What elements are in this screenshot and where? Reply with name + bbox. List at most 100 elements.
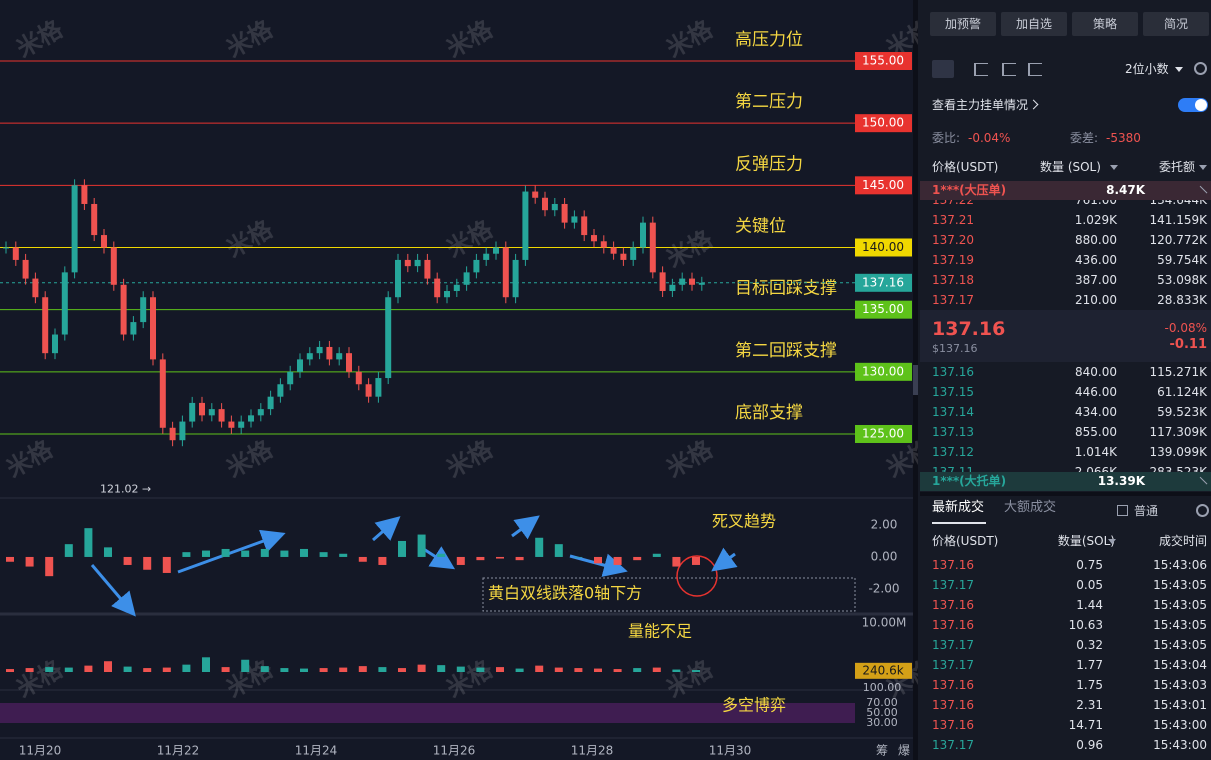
volume-bar	[496, 667, 504, 672]
trade-price: 137.17	[932, 738, 974, 752]
big-bid-qty: 13.39K	[1097, 474, 1145, 488]
decimals[interactable]: 2位小数	[1125, 62, 1169, 76]
candle	[208, 409, 215, 416]
volume-bar	[143, 668, 152, 672]
candle	[179, 421, 186, 441]
trade-qty: 1.75	[1076, 678, 1103, 692]
tab-underline	[932, 522, 986, 524]
candle	[277, 384, 284, 397]
arrow	[711, 547, 738, 572]
volume-bar	[574, 668, 583, 672]
volume-bar	[378, 667, 387, 672]
trade-time: 15:43:05	[1153, 638, 1207, 652]
chart-bg	[0, 0, 918, 760]
macd-bar	[104, 547, 112, 557]
tool-icon[interactable]	[1028, 63, 1042, 76]
candle	[336, 353, 343, 360]
tool-icon[interactable]	[974, 63, 988, 76]
big-ask-bg	[920, 181, 1211, 200]
level-tag-label: 125.00	[862, 426, 904, 440]
normal-label[interactable]: 普通	[1134, 504, 1159, 518]
volume-bar	[535, 665, 544, 672]
candle	[52, 334, 58, 354]
macd-bar	[496, 556, 504, 559]
candle	[493, 247, 499, 254]
volume-bar	[554, 667, 563, 672]
tab-active[interactable]: 最新成交	[932, 500, 985, 515]
settings-icon[interactable]	[1194, 62, 1207, 75]
candle	[630, 247, 637, 260]
volume-bar	[339, 667, 348, 672]
macd-bar	[437, 553, 446, 557]
volume-bar	[45, 667, 54, 672]
button[interactable]: 加预警	[930, 12, 996, 36]
volume-bar	[476, 667, 485, 672]
book-amount: 59.754K	[1157, 253, 1207, 267]
volume-bar	[84, 665, 93, 672]
trade-time: 15:43:04	[1153, 658, 1207, 672]
book-qty: 446.00	[1075, 385, 1117, 399]
big-bid-name: 1***(大托单)	[932, 474, 1007, 488]
current-price-tag	[855, 273, 912, 292]
level-name: 目标回踩支撑	[735, 279, 837, 299]
candle	[444, 291, 450, 298]
level-tag	[855, 362, 912, 381]
candle	[169, 427, 176, 441]
macd-bar	[64, 544, 73, 557]
button[interactable]: 加自选	[1001, 12, 1067, 36]
last-usd: $137.16	[932, 342, 978, 355]
caret	[1108, 539, 1116, 548]
x-tick-label: 11月22	[157, 744, 200, 758]
macd-bar	[221, 548, 230, 557]
annotation-box	[482, 577, 856, 612]
trade-qty: 1.44	[1076, 598, 1103, 612]
macd-bar	[456, 556, 465, 565]
trade-price: 137.16	[932, 718, 974, 732]
x-tick-label: 11月24	[295, 744, 338, 758]
candle	[414, 259, 421, 267]
checkbox[interactable]	[1117, 505, 1128, 516]
book-qty: 434.00	[1075, 405, 1117, 419]
volume-bar	[280, 668, 289, 672]
volume-bar	[358, 666, 367, 672]
caret	[1110, 165, 1118, 174]
trade-price: 137.16	[932, 698, 974, 712]
tool-icon[interactable]	[1002, 63, 1016, 76]
macd-bar	[339, 553, 348, 557]
tab[interactable]: 大额成交	[1004, 500, 1057, 515]
candle	[3, 247, 9, 249]
view-orders[interactable]: 查看主力挂单情况	[932, 98, 1029, 112]
level-tag-label: 155.00	[862, 54, 904, 68]
candle	[120, 284, 127, 335]
level-name: 关键位	[735, 216, 786, 236]
candle	[91, 203, 98, 236]
book-qty: 436.00	[1075, 253, 1117, 267]
ratio: -0.04%	[968, 131, 1011, 145]
candle	[561, 203, 568, 223]
level-name: 第二压力	[735, 92, 803, 112]
candle	[71, 185, 78, 273]
trade-price: 137.17	[932, 638, 974, 652]
volume-bar	[515, 668, 524, 672]
volume-tick-label: 10.00M	[862, 616, 907, 630]
scroll-thumb[interactable]	[913, 365, 918, 395]
low-label: 121.02 →	[100, 482, 151, 495]
trade-time: 15:43:06	[1153, 558, 1207, 572]
macd-bar	[300, 548, 308, 557]
book-price: 137.17	[932, 293, 974, 307]
book-price: 137.18	[932, 273, 974, 287]
volume-bar	[613, 669, 622, 672]
candle	[159, 359, 166, 428]
candle	[326, 346, 333, 360]
candle	[81, 185, 88, 204]
divider	[920, 492, 1211, 496]
candle	[238, 421, 245, 428]
button[interactable]: 策略	[1072, 12, 1138, 36]
macd-bar	[241, 550, 250, 557]
macd-bar	[162, 556, 171, 573]
level-tag	[855, 424, 912, 443]
button[interactable]: 简况	[1143, 12, 1209, 36]
settings-icon[interactable]	[1196, 504, 1209, 517]
macd-bar	[417, 534, 426, 557]
tool-icon[interactable]	[932, 60, 954, 78]
